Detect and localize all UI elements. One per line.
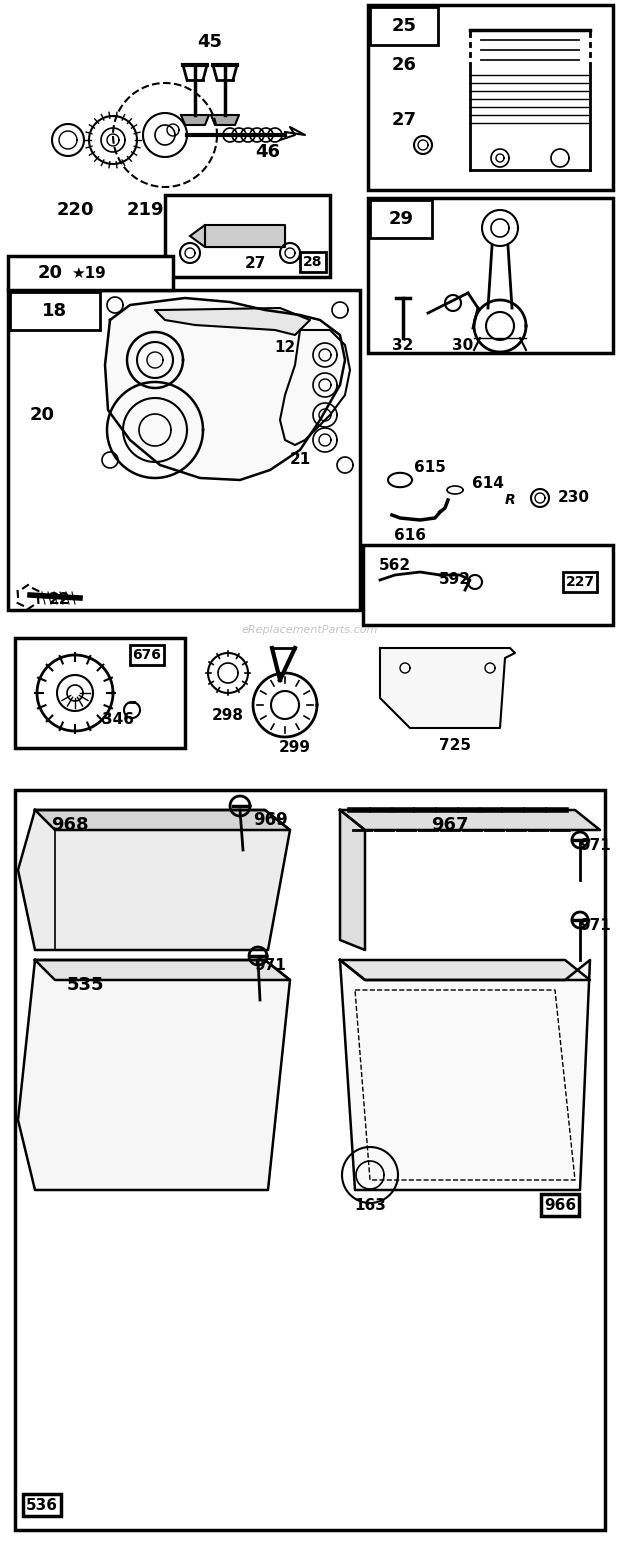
Text: 676: 676 [133, 648, 161, 662]
Bar [15, 790, 605, 1531]
Polygon shape [340, 960, 590, 980]
Text: 45: 45 [198, 32, 223, 51]
Text: 22: 22 [49, 592, 71, 608]
Text: 971: 971 [579, 917, 611, 932]
Polygon shape [105, 298, 345, 479]
Text: 535: 535 [66, 976, 104, 994]
Text: 969: 969 [252, 812, 288, 829]
Bar [368, 198, 613, 352]
Text: 298: 298 [212, 708, 244, 722]
Text: eReplacementParts.com: eReplacementParts.com [242, 625, 378, 635]
Text: R: R [505, 493, 515, 507]
Polygon shape [340, 960, 590, 1190]
Text: 614: 614 [472, 476, 504, 490]
Text: 163: 163 [354, 1198, 386, 1212]
Bar [165, 195, 330, 277]
Text: ★19: ★19 [71, 266, 105, 280]
Text: 21: 21 [290, 453, 311, 467]
Polygon shape [340, 810, 365, 949]
Text: 615: 615 [414, 461, 446, 476]
Text: 220: 220 [56, 201, 94, 220]
Bar [8, 257, 173, 291]
Text: 725: 725 [439, 737, 471, 753]
Text: 32: 32 [392, 339, 414, 354]
Text: 25: 25 [391, 17, 417, 36]
Text: 966: 966 [544, 1198, 576, 1212]
Text: 971: 971 [254, 957, 286, 972]
Polygon shape [18, 810, 290, 949]
Bar [368, 5, 613, 190]
Text: 20: 20 [37, 264, 63, 281]
Text: 18: 18 [42, 301, 68, 320]
Bar [8, 291, 360, 611]
Text: 12: 12 [275, 340, 296, 356]
Text: 299: 299 [279, 741, 311, 756]
Polygon shape [35, 810, 290, 830]
Bar [370, 8, 438, 45]
Text: 616: 616 [394, 527, 426, 543]
Text: 230: 230 [558, 490, 590, 506]
Text: 20: 20 [30, 407, 55, 424]
Text: 27: 27 [244, 255, 266, 271]
Text: 536: 536 [26, 1498, 58, 1512]
Text: 227: 227 [565, 575, 595, 589]
Polygon shape [181, 114, 209, 125]
Bar [15, 638, 185, 748]
Polygon shape [211, 114, 239, 125]
Text: 26: 26 [391, 56, 417, 74]
Text: 46: 46 [255, 142, 280, 161]
Bar [10, 292, 100, 329]
Polygon shape [340, 810, 600, 830]
Polygon shape [35, 960, 290, 980]
Polygon shape [380, 648, 515, 728]
Polygon shape [155, 308, 310, 335]
Text: 27: 27 [391, 111, 417, 128]
Text: 346: 346 [102, 713, 134, 728]
Polygon shape [190, 226, 205, 247]
Bar [363, 546, 613, 625]
Polygon shape [18, 960, 290, 1190]
Text: 562: 562 [379, 558, 411, 572]
Text: 971: 971 [579, 838, 611, 852]
Text: 967: 967 [432, 816, 469, 833]
Bar [370, 199, 432, 238]
Text: 28: 28 [303, 255, 323, 269]
Text: 30: 30 [453, 339, 474, 354]
Text: 219: 219 [126, 201, 164, 220]
Text: 592: 592 [439, 572, 471, 587]
Polygon shape [205, 226, 285, 247]
Text: 968: 968 [51, 816, 89, 833]
Text: 29: 29 [389, 210, 414, 227]
